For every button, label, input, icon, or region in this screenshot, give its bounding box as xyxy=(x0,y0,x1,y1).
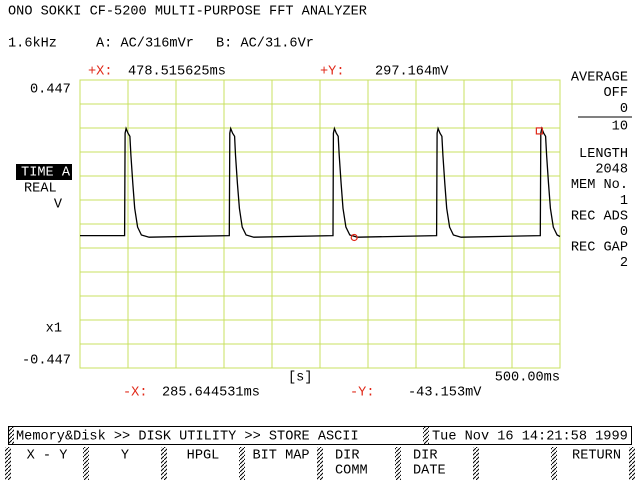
softkey-label[interactable]: DATE xyxy=(413,464,446,479)
panel-text: REC GAP xyxy=(571,241,628,256)
panel-text: 10 xyxy=(612,119,628,134)
softkey-label[interactable]: X - Y xyxy=(27,449,68,464)
softkey-label[interactable]: HPGL xyxy=(187,449,220,464)
panel-text: 1 xyxy=(620,194,628,209)
hatch xyxy=(629,447,635,480)
cursor-label: -X: xyxy=(123,386,147,401)
panel-text: 0 xyxy=(620,225,628,240)
hatch xyxy=(239,447,245,480)
softkey-label[interactable]: DIR xyxy=(335,449,359,464)
softkey-label[interactable]: COMM xyxy=(335,464,368,479)
y-bottom-label: -0.447 xyxy=(22,354,71,369)
setting: B: AC/31.6Vr xyxy=(216,37,314,52)
softkey[interactable]: X - Y xyxy=(27,449,68,464)
hatch xyxy=(395,447,401,480)
panel-text: 0 xyxy=(620,102,628,117)
mode: REAL xyxy=(24,182,57,197)
setting: A: AC/316mVr xyxy=(96,37,194,52)
channel-box xyxy=(16,164,72,180)
cursor-minus xyxy=(350,233,358,242)
panel-text: OFF xyxy=(604,86,628,101)
title: ONO SOKKI CF-5200 MULTI-PURPOSE FFT ANAL… xyxy=(8,5,367,20)
cursor-value: 297.164mV xyxy=(375,65,449,80)
hatch xyxy=(423,427,429,444)
scale: x1 xyxy=(46,322,62,337)
channel: TIME A xyxy=(21,166,71,181)
grid xyxy=(80,80,560,368)
panel-text: 2048 xyxy=(595,163,628,178)
cursor-value: 285.644531ms xyxy=(162,386,260,401)
softkey[interactable]: BIT MAP xyxy=(252,449,309,464)
softkey[interactable]: HPGL xyxy=(187,449,220,464)
hatch xyxy=(473,447,479,480)
unit: V xyxy=(54,198,63,213)
plot-frame xyxy=(79,79,561,369)
hatch xyxy=(551,447,557,480)
panel-text: AVERAGE xyxy=(571,71,628,86)
softkey-label[interactable]: Y xyxy=(121,449,129,464)
hatch xyxy=(317,447,323,480)
status-datetime: Tue Nov 16 14:21:58 1999 xyxy=(432,430,628,445)
softkey[interactable]: Y xyxy=(121,449,129,464)
cursor-plus xyxy=(535,127,543,135)
cursor-label: +Y: xyxy=(320,65,344,80)
status-bar xyxy=(8,426,632,445)
x-end-label: 500.00ms xyxy=(495,371,560,386)
panel-text: LENGTH xyxy=(579,147,628,162)
softkey[interactable]: RETURN xyxy=(572,449,621,464)
panel-text: 2 xyxy=(620,256,628,271)
cursor-label: +X: xyxy=(88,65,112,80)
hatch xyxy=(9,427,14,444)
cursor-value: 478.515625ms xyxy=(128,65,226,80)
panel-text: MEM No. xyxy=(571,178,628,193)
trace xyxy=(80,126,561,238)
setting: 1.6kHz xyxy=(8,37,57,52)
softkey-label[interactable]: RETURN xyxy=(572,449,621,464)
softkey-label[interactable]: DIR xyxy=(413,449,437,464)
cursor-label: -Y: xyxy=(350,386,374,401)
cursor-value: -43.153mV xyxy=(408,386,482,401)
softkey-label[interactable]: BIT MAP xyxy=(252,449,309,464)
hatch xyxy=(83,447,89,480)
status-path: Memory&Disk >> DISK UTILITY >> STORE ASC… xyxy=(16,430,359,445)
x-unit: [s] xyxy=(288,371,312,386)
panel-text: REC ADS xyxy=(571,209,628,224)
hatch xyxy=(161,447,167,480)
hatch xyxy=(5,447,11,480)
y-top-label: 0.447 xyxy=(30,83,71,98)
